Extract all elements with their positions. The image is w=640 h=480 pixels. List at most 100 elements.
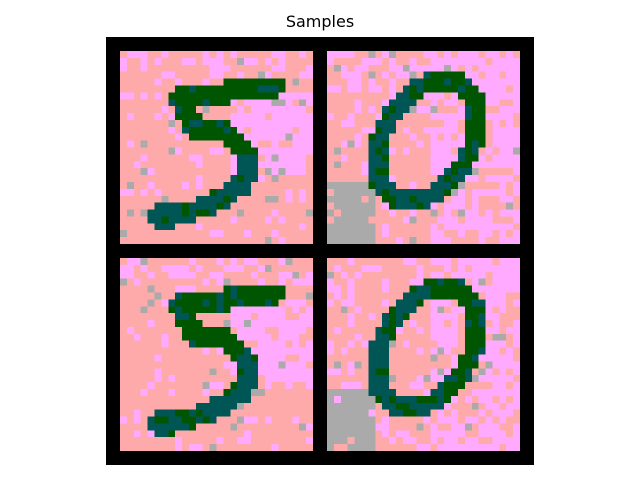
pixel	[161, 430, 169, 438]
pixel	[278, 106, 286, 114]
pixel	[437, 278, 445, 286]
pixel	[382, 423, 390, 431]
pixel	[506, 340, 514, 348]
pixel	[188, 223, 196, 231]
pixel	[506, 361, 514, 369]
sample-tile-digit-5	[120, 51, 313, 244]
pixel	[202, 258, 210, 266]
pixel	[188, 168, 196, 176]
pixel	[278, 71, 286, 79]
pixel	[423, 382, 431, 390]
pixel	[161, 161, 169, 169]
pixel	[513, 71, 520, 79]
pixel	[492, 306, 500, 314]
pixel	[395, 119, 403, 127]
pixel	[416, 444, 424, 451]
pixel	[120, 340, 128, 348]
pixel	[347, 181, 355, 189]
pixel	[299, 299, 307, 307]
pixel	[209, 85, 217, 93]
pixel	[492, 64, 500, 72]
pixel	[513, 333, 520, 341]
pixel	[264, 78, 272, 86]
pixel	[395, 299, 403, 307]
pixel	[271, 216, 279, 224]
pixel	[492, 375, 500, 383]
pixel	[154, 354, 162, 362]
pixel	[126, 361, 134, 369]
pixel	[327, 195, 335, 203]
pixel	[216, 299, 224, 307]
sample-grid	[106, 37, 534, 465]
pixel	[195, 278, 203, 286]
pixel	[250, 71, 258, 79]
pixel	[195, 375, 203, 383]
pixel	[133, 278, 141, 286]
pixel	[354, 119, 362, 127]
pixel	[202, 313, 210, 321]
pixel	[147, 202, 155, 210]
pixel	[444, 388, 452, 396]
pixel	[202, 223, 210, 231]
pixel	[478, 395, 486, 403]
pixel	[278, 299, 286, 307]
pixel	[140, 354, 148, 362]
pixel	[126, 195, 134, 203]
pixel	[216, 326, 224, 334]
pixel	[478, 71, 486, 79]
pixel	[250, 161, 258, 169]
pixel	[306, 333, 313, 341]
pixel	[250, 92, 258, 100]
pixel	[188, 333, 196, 341]
pixel	[423, 347, 431, 355]
pixel	[264, 168, 272, 176]
pixel	[271, 168, 279, 176]
pixel	[354, 202, 362, 210]
pixel	[464, 188, 472, 196]
pixel	[506, 216, 514, 224]
pixel	[264, 313, 272, 321]
pixel	[299, 333, 307, 341]
pixel	[333, 223, 341, 231]
pixel	[437, 230, 445, 238]
pixel	[264, 181, 272, 189]
pixel	[457, 99, 465, 107]
pixel	[437, 147, 445, 155]
pixel	[154, 147, 162, 155]
pixel	[409, 119, 417, 127]
pixel	[285, 230, 293, 238]
pixel	[120, 375, 128, 383]
pixel	[154, 313, 162, 321]
pixel	[299, 402, 307, 410]
pixel	[292, 285, 300, 293]
pixel	[437, 437, 445, 445]
pixel	[423, 409, 431, 417]
pixel	[306, 340, 313, 348]
pixel	[347, 147, 355, 155]
pixel	[188, 320, 196, 328]
pixel	[182, 154, 190, 162]
pixel	[368, 99, 376, 107]
pixel	[230, 423, 238, 431]
pixel	[395, 326, 403, 334]
pixel	[154, 395, 162, 403]
pixel	[195, 258, 203, 266]
pixel	[457, 430, 465, 438]
pixel	[409, 202, 417, 210]
pixel	[368, 133, 376, 141]
pixel	[333, 382, 341, 390]
pixel	[409, 161, 417, 169]
pixel	[451, 264, 459, 272]
pixel	[347, 395, 355, 403]
pixel	[126, 92, 134, 100]
pixel	[437, 395, 445, 403]
pixel	[354, 230, 362, 238]
pixel	[368, 264, 376, 272]
pixel	[133, 71, 141, 79]
pixel	[499, 216, 507, 224]
pixel	[195, 188, 203, 196]
pixel	[244, 119, 252, 127]
pixel	[389, 64, 397, 72]
pixel	[216, 258, 224, 266]
pixel	[340, 230, 348, 238]
